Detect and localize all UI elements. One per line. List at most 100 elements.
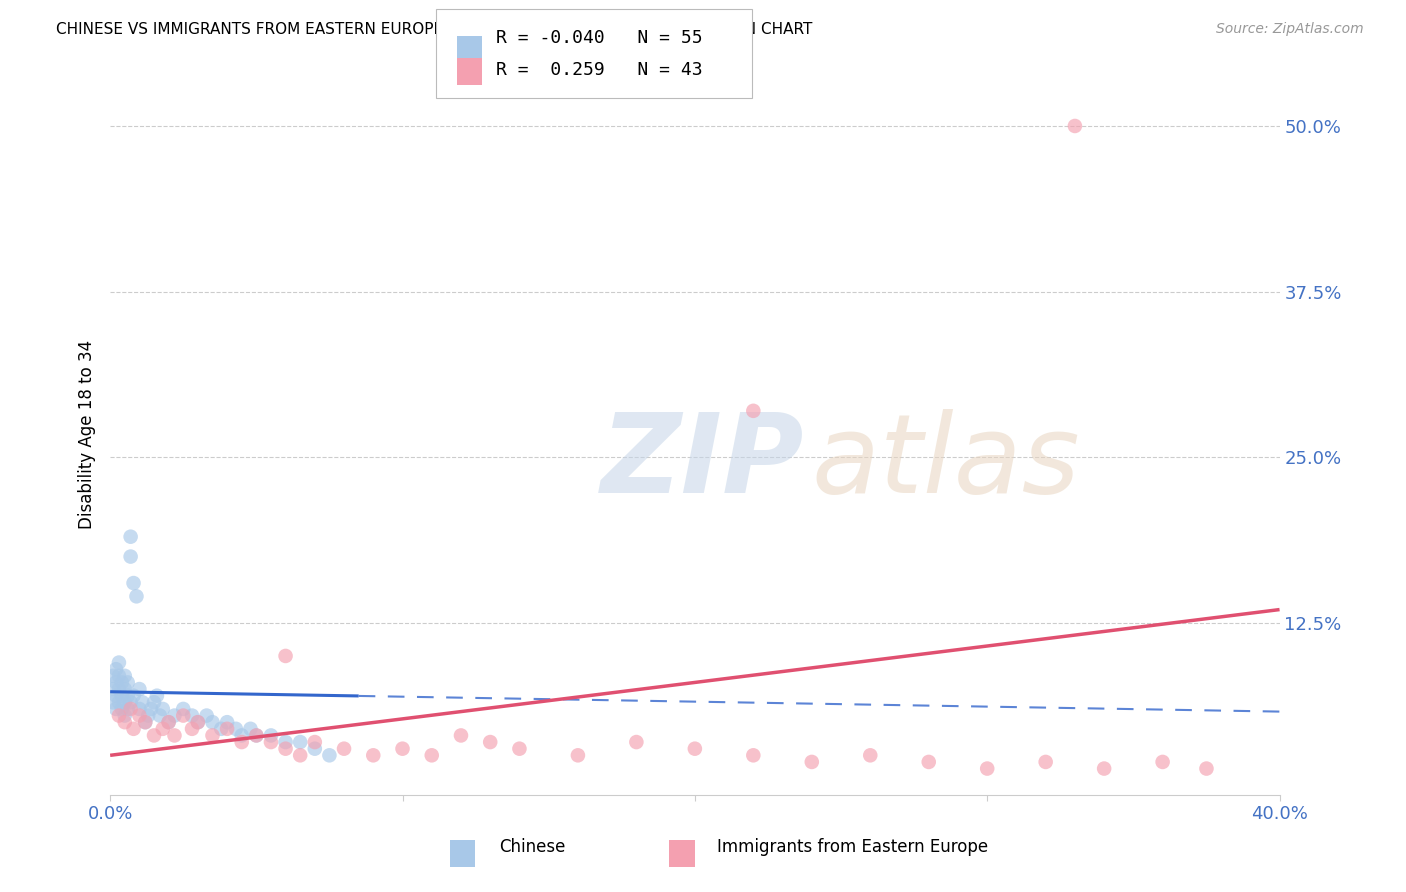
Point <box>231 735 253 749</box>
Point <box>209 722 232 736</box>
Point <box>152 702 174 716</box>
Text: Source: ZipAtlas.com: Source: ZipAtlas.com <box>1216 22 1364 37</box>
Point <box>683 741 706 756</box>
Text: Immigrants from Eastern Europe: Immigrants from Eastern Europe <box>717 838 988 856</box>
Text: CHINESE VS IMMIGRANTS FROM EASTERN EUROPE DISABILITY AGE 18 TO 34 CORRELATION CH: CHINESE VS IMMIGRANTS FROM EASTERN EUROP… <box>56 22 813 37</box>
Point <box>125 590 148 604</box>
Point <box>120 695 142 709</box>
Point <box>361 748 384 763</box>
Point <box>117 675 139 690</box>
Point <box>122 722 145 736</box>
Point <box>108 669 131 683</box>
Point <box>114 695 136 709</box>
Point <box>122 576 145 591</box>
Point <box>120 530 142 544</box>
Point <box>146 689 169 703</box>
Point <box>134 715 156 730</box>
Point <box>101 695 124 709</box>
Point <box>101 669 124 683</box>
Point <box>859 748 882 763</box>
Point <box>111 702 134 716</box>
Point <box>918 755 941 769</box>
Point <box>800 755 823 769</box>
Point <box>290 748 312 763</box>
Y-axis label: Disability Age 18 to 34: Disability Age 18 to 34 <box>79 340 96 529</box>
Point <box>157 715 180 730</box>
Point <box>101 681 124 696</box>
Point <box>201 715 224 730</box>
Point <box>239 722 262 736</box>
Point <box>143 728 166 742</box>
Point <box>742 748 765 763</box>
Point <box>742 404 765 418</box>
Point <box>1195 762 1218 776</box>
Point <box>187 715 209 730</box>
Point <box>111 689 134 703</box>
Point <box>105 702 128 716</box>
Point <box>172 708 194 723</box>
Point <box>1035 755 1057 769</box>
Point <box>217 715 239 730</box>
Point <box>114 715 136 730</box>
Point <box>245 728 267 742</box>
Point <box>139 702 162 716</box>
Point <box>111 675 134 690</box>
Point <box>120 702 142 716</box>
Point <box>626 735 648 749</box>
Point <box>128 702 150 716</box>
Point <box>450 728 472 742</box>
Point <box>117 689 139 703</box>
Point <box>105 662 128 676</box>
Point <box>304 735 326 749</box>
Point <box>391 741 413 756</box>
Point <box>128 708 150 723</box>
Point <box>131 695 153 709</box>
Point <box>143 695 166 709</box>
Point <box>122 689 145 703</box>
Point <box>136 708 159 723</box>
Point <box>108 695 131 709</box>
Point <box>201 728 224 742</box>
Point <box>128 681 150 696</box>
Point <box>163 708 186 723</box>
Point <box>245 728 267 742</box>
Point <box>114 669 136 683</box>
Point <box>152 722 174 736</box>
Point <box>157 715 180 730</box>
Text: Chinese: Chinese <box>499 838 565 856</box>
Text: atlas: atlas <box>811 409 1080 516</box>
Point <box>195 708 218 723</box>
Point <box>117 702 139 716</box>
Point <box>260 735 283 749</box>
Point <box>120 549 142 564</box>
Point <box>1152 755 1174 769</box>
Point <box>1064 119 1087 133</box>
Point <box>181 722 204 736</box>
Point <box>290 735 312 749</box>
Point <box>105 675 128 690</box>
Point <box>976 762 998 776</box>
Point <box>163 728 186 742</box>
Point <box>108 708 131 723</box>
Point <box>187 715 209 730</box>
Point <box>105 689 128 703</box>
Point <box>274 741 297 756</box>
Text: R =  0.259   N = 43: R = 0.259 N = 43 <box>496 61 703 78</box>
Point <box>149 708 172 723</box>
Point <box>479 735 502 749</box>
Point <box>274 735 297 749</box>
Text: ZIP: ZIP <box>602 409 804 516</box>
Point <box>274 648 297 663</box>
Point <box>508 741 530 756</box>
Point <box>304 741 326 756</box>
Point <box>420 748 443 763</box>
Point <box>108 656 131 670</box>
Point <box>217 722 239 736</box>
Point <box>108 681 131 696</box>
Point <box>181 708 204 723</box>
Point <box>567 748 589 763</box>
Point <box>318 748 340 763</box>
Point <box>134 715 156 730</box>
Point <box>231 728 253 742</box>
Point <box>225 722 247 736</box>
